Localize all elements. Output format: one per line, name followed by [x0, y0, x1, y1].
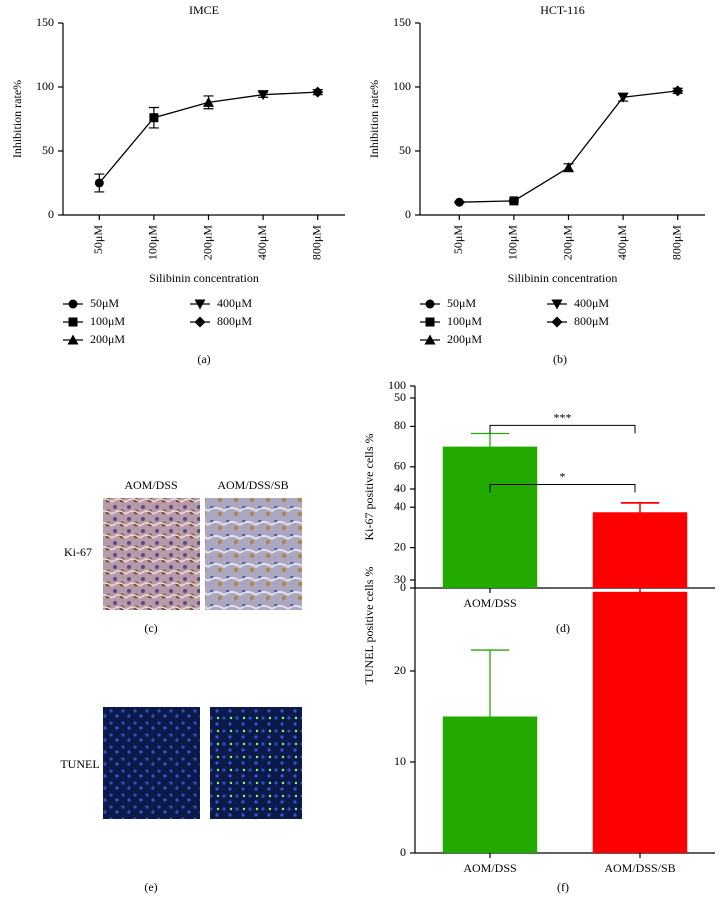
significance-label: * — [560, 469, 566, 483]
x-tick-label: 200μM — [560, 225, 574, 260]
legend-label: 800μM — [574, 314, 609, 328]
y-tick-label: 0 — [48, 207, 54, 221]
marker — [257, 90, 269, 101]
legend-marker — [68, 299, 78, 309]
chart-title: HCT-116 — [540, 3, 584, 17]
y-axis-label: TUNEL positive cells % — [362, 567, 376, 685]
legend-marker — [425, 317, 435, 327]
y-tick-label: 30 — [394, 572, 406, 586]
y-tick-label: 10 — [394, 754, 406, 768]
panel-label: (f) — [557, 880, 569, 894]
legend-marker — [551, 299, 563, 310]
y-tick-label: 100 — [36, 79, 54, 93]
marker — [563, 162, 574, 173]
column-label: AOM/DSS/SB — [217, 478, 288, 492]
legend-marker — [424, 334, 436, 345]
legend-label: 200μM — [447, 332, 482, 346]
x-tick-label: 50μM — [451, 225, 465, 254]
chart-title: IMCE — [189, 3, 219, 17]
y-axis-label: Ki-67 positive cells % — [362, 434, 376, 541]
micrograph — [103, 498, 200, 610]
significance-label: *** — [554, 410, 572, 424]
y-tick-label: 60 — [394, 459, 406, 473]
y-tick-label: 80 — [394, 418, 406, 432]
legend-label: 50μM — [447, 296, 476, 310]
y-tick-label: 50 — [399, 143, 411, 157]
micrograph — [210, 707, 302, 819]
x-tick-label: 800μM — [669, 225, 683, 260]
y-axis-label: Inhibition rate% — [10, 80, 24, 158]
y-tick-label: 150 — [36, 15, 54, 29]
y-tick-label: 20 — [394, 539, 406, 553]
line — [459, 90, 678, 203]
bar — [442, 716, 538, 853]
y-tick-label: 150 — [393, 15, 411, 29]
y-tick-label: 0 — [400, 580, 406, 594]
panel-label: (a) — [197, 352, 210, 366]
y-tick-label: 40 — [394, 481, 406, 495]
x-tick-label: 800μM — [309, 225, 323, 260]
x-tick-label: AOM/DSS/SB — [604, 861, 675, 875]
x-tick-label: 50μM — [91, 225, 105, 254]
column-label: AOM/DSS — [124, 478, 177, 492]
panel-label: (e) — [144, 880, 157, 894]
legend-marker — [194, 299, 206, 310]
x-tick-label: 200μM — [200, 225, 214, 260]
marker — [149, 113, 159, 123]
marker — [672, 85, 684, 97]
x-tick-label: 100μM — [146, 225, 160, 260]
panel-label: (d) — [556, 621, 570, 635]
row-label: Ki-67 — [64, 545, 92, 559]
y-tick-label: 50 — [42, 143, 54, 157]
y-tick-label: 40 — [394, 499, 406, 513]
legend-label: 800μM — [217, 314, 252, 328]
y-tick-label: 0 — [400, 845, 406, 859]
marker — [203, 96, 214, 107]
legend-marker — [425, 299, 435, 309]
row-label: TUNEL — [60, 757, 99, 771]
x-tick-label: 100μM — [506, 225, 520, 260]
marker — [312, 86, 324, 98]
bar — [592, 591, 688, 853]
marker — [454, 197, 464, 207]
significance-bracket — [489, 424, 636, 434]
legend-marker — [68, 317, 78, 327]
legend-label: 100μM — [447, 314, 482, 328]
marker — [94, 178, 104, 188]
panel-label: (c) — [144, 621, 157, 635]
x-tick-label: 400μM — [255, 225, 269, 260]
legend-marker — [551, 316, 563, 328]
x-axis-label: Silibinin concentration — [149, 271, 259, 285]
legend-marker — [67, 334, 79, 345]
panel-label: (b) — [553, 352, 567, 366]
y-tick-label: 20 — [394, 663, 406, 677]
significance-bracket — [489, 483, 636, 493]
marker — [509, 196, 519, 206]
y-tick-label: 0 — [405, 207, 411, 221]
x-tick-label: 400μM — [615, 225, 629, 260]
x-axis-label: Silibinin concentration — [508, 271, 618, 285]
y-tick-label: 50 — [394, 390, 406, 404]
legend-label: 200μM — [90, 332, 125, 346]
legend-label: 50μM — [90, 296, 119, 310]
x-tick-label: AOM/DSS — [463, 861, 516, 875]
y-tick-label: 100 — [393, 79, 411, 93]
micrograph — [205, 498, 302, 610]
legend-label: 100μM — [90, 314, 125, 328]
y-axis-label: Inhibition rate% — [367, 80, 381, 158]
y-tick-label: 100 — [388, 378, 406, 392]
legend-label: 400μM — [574, 296, 609, 310]
bar — [442, 446, 538, 588]
marker — [617, 92, 629, 103]
x-tick-label: AOM/DSS — [463, 596, 516, 610]
legend-label: 400μM — [217, 296, 252, 310]
micrograph — [103, 707, 200, 819]
legend-marker — [194, 316, 206, 328]
